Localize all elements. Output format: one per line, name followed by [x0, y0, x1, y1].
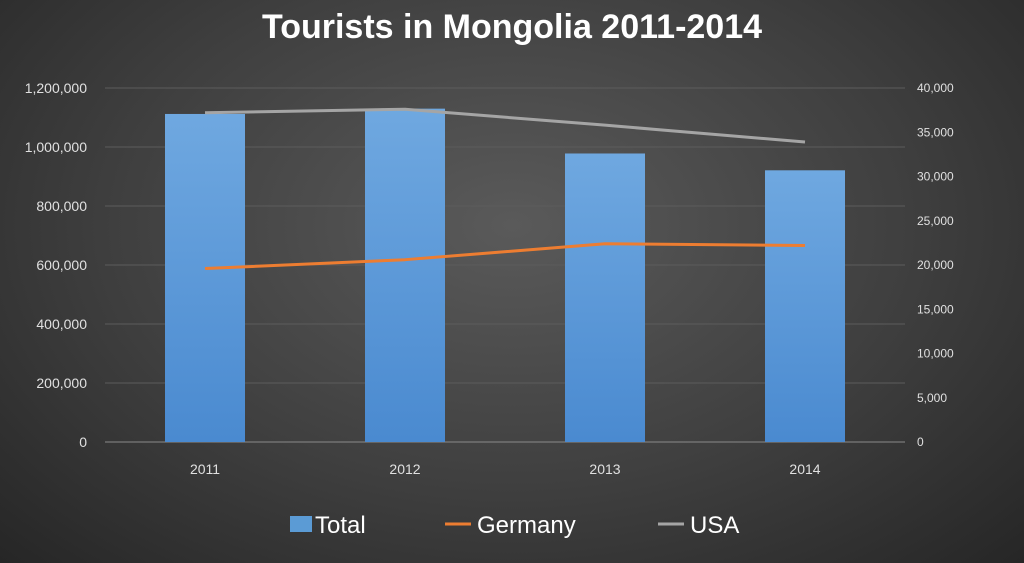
y-right-tick-label: 20,000: [917, 258, 954, 272]
x-tick-label: 2012: [389, 461, 420, 477]
bar-total-2014: [765, 170, 845, 442]
y-right-tick-label: 35,000: [917, 125, 954, 139]
y-left-tick-label: 600,000: [36, 257, 87, 273]
y-right-tick-label: 15,000: [917, 302, 954, 316]
y-right-tick-label: 25,000: [917, 214, 954, 228]
legend-label-germany: Germany: [477, 512, 576, 539]
x-tick-label: 2011: [190, 461, 220, 477]
bar-total-2013: [565, 153, 645, 443]
y-left-tick-label: 200,000: [36, 375, 87, 391]
bar-total-2011: [165, 113, 245, 443]
bar-total-2012: [365, 108, 445, 443]
y-right-tick-label: 0: [917, 435, 924, 449]
y-right-tick-label: 30,000: [917, 170, 954, 184]
y-left-tick-label: 400,000: [36, 316, 87, 332]
legend-label-usa: USA: [690, 512, 739, 539]
legend-swatch-total: [290, 516, 312, 532]
chart-title: Tourists in Mongolia 2011-2014: [261, 8, 763, 46]
y-right-tick-label: 10,000: [917, 347, 954, 361]
y-right-tick-label: 5,000: [917, 391, 947, 405]
y-left-tick-label: 1,200,000: [25, 80, 87, 96]
series-line-usa: [204, 107, 806, 144]
y-left-tick-label: 0: [79, 434, 87, 450]
y-left-tick-label: 1,000,000: [25, 139, 87, 155]
y-right-tick-label: 40,000: [917, 81, 954, 95]
legend-label-total: Total: [315, 512, 366, 539]
x-tick-label: 2014: [789, 461, 820, 477]
x-tick-label: 2013: [589, 461, 620, 477]
y-left-tick-label: 800,000: [36, 198, 87, 214]
series-line-germany: [204, 242, 806, 271]
